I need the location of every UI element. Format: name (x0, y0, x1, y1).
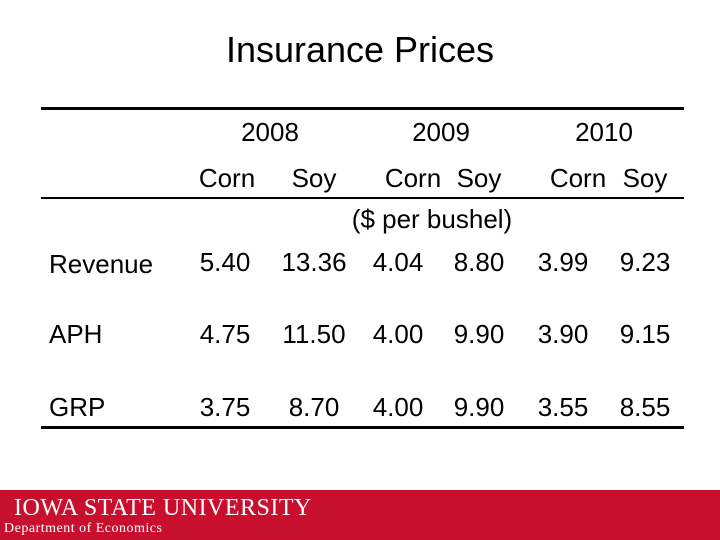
table-bottom-rule (41, 426, 684, 429)
table-cell: 4.00 (372, 392, 424, 422)
row-label-grp: GRP (49, 392, 106, 422)
row-label-revenue: Revenue (49, 249, 154, 279)
table-cell: 5.40 (199, 247, 251, 277)
table-cell: 9.23 (619, 247, 671, 277)
year-header-2008: 2008 (241, 117, 299, 147)
table-cell: 9.90 (453, 392, 505, 422)
crop-header: Soy (456, 163, 502, 193)
header-rule (41, 197, 684, 199)
table-cell: 9.90 (453, 319, 505, 349)
table-cell: 3.90 (537, 319, 589, 349)
crop-header: Corn (384, 163, 442, 193)
table-cell: 9.15 (619, 319, 671, 349)
table-cell: 4.75 (199, 319, 251, 349)
table-cell: 4.00 (372, 319, 424, 349)
table-top-rule (41, 107, 684, 110)
table-cell: 3.99 (537, 247, 589, 277)
unit-label: ($ per bushel) (351, 204, 513, 234)
year-header-2010: 2010 (575, 117, 633, 147)
table-cell: 11.50 (282, 319, 346, 349)
table-cell: 13.36 (281, 247, 347, 277)
table-cell: 3.55 (537, 392, 589, 422)
crop-header: Soy (291, 163, 337, 193)
footer-band (0, 490, 720, 540)
table-cell: 3.75 (199, 392, 251, 422)
table-cell: 8.70 (288, 392, 340, 422)
table-cell: 8.80 (453, 247, 505, 277)
university-wordmark: IOWA STATE UNIVERSITY (14, 495, 312, 521)
crop-header: Corn (549, 163, 607, 193)
slide-title: Insurance Prices (225, 29, 495, 70)
department-name: Department of Economics (4, 521, 163, 536)
year-header-2009: 2009 (412, 117, 470, 147)
table-cell: 4.04 (372, 247, 424, 277)
crop-header: Corn (198, 163, 256, 193)
table-cell: 8.55 (619, 392, 671, 422)
row-label-aph: APH (49, 319, 103, 349)
crop-header: Soy (622, 163, 668, 193)
